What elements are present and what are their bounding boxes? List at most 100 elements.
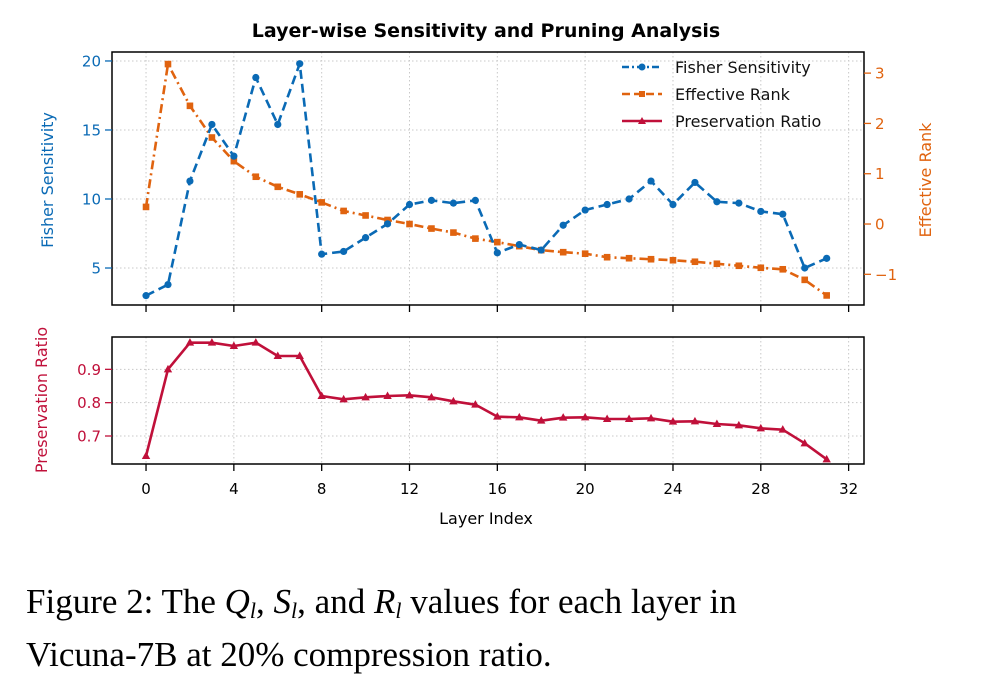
caption-sep-2: , and xyxy=(297,582,374,621)
bottom-panel-axes: 0 4 8 12 16 20 24 28 32 0.7 0.8 0.9 xyxy=(77,361,858,498)
caption-sep-1: , xyxy=(256,582,274,621)
legend-marker-triangle-icon xyxy=(638,117,646,124)
fisher-sensitivity-point xyxy=(823,254,831,262)
x-tick-label: 0 xyxy=(141,480,151,498)
preservation-ratio-point xyxy=(778,425,787,433)
caption-line-1-suffix: values for each layer in xyxy=(401,582,737,621)
fisher-sensitivity-point xyxy=(647,177,655,185)
effective-rank-point xyxy=(625,254,633,262)
chart-title: Layer-wise Sensitivity and Pruning Analy… xyxy=(252,20,721,42)
left-y-tick-label: 20 xyxy=(82,52,101,70)
effective-rank-point xyxy=(494,238,501,246)
preservation-ratio-line xyxy=(144,341,828,461)
preservation-ratio-point xyxy=(602,414,612,422)
right-y-tick-label: 0 xyxy=(875,216,885,234)
preservation-ratio-point xyxy=(339,394,348,403)
figure-caption: Figure 2: The Ql, Sl, and Rl values for … xyxy=(26,580,986,677)
right-y-tick-label: 1 xyxy=(875,165,885,183)
preservation-ratio-point xyxy=(734,420,744,429)
fisher-sensitivity-point xyxy=(493,249,501,257)
effective-rank-point xyxy=(318,199,325,206)
preservation-ratio-point xyxy=(580,412,590,421)
top-panel-axes: 5 10 15 20 −1 0 1 2 3 xyxy=(82,52,897,312)
preservation-ratio-point xyxy=(273,351,282,359)
preservation-ratio-point xyxy=(471,400,480,408)
effective-rank-point xyxy=(713,260,721,268)
legend-item-fisher: Fisher Sensitivity xyxy=(622,58,811,77)
effective-rank-point xyxy=(450,229,457,236)
bottom-panel-grid xyxy=(112,337,864,464)
fisher-sensitivity-point xyxy=(757,207,765,216)
preservation-ratio-point xyxy=(515,412,524,421)
preservation-ratio-point xyxy=(405,390,414,399)
effective-rank-point xyxy=(779,265,787,273)
caption-line-2: Vicuna-7B at 20% compression ratio. xyxy=(26,635,552,674)
effective-rank-point xyxy=(208,134,216,141)
effective-rank-point xyxy=(384,216,391,224)
x-axis-label: Layer Index xyxy=(439,509,533,528)
caption-s-subscript: l xyxy=(291,598,298,623)
effective-rank-point xyxy=(823,292,830,299)
effective-rank-point xyxy=(691,258,699,266)
preservation-ratio-point xyxy=(185,338,195,346)
fisher-sensitivity-point xyxy=(471,196,479,204)
preservation-ratio-point xyxy=(537,416,546,424)
fisher-sensitivity-point xyxy=(252,73,260,82)
caption-q-subscript: l xyxy=(249,598,257,623)
fisher-sensitivity-point xyxy=(405,200,414,209)
y-axis-label-left: Fisher Sensitivity xyxy=(38,112,57,248)
fisher-sensitivity-point xyxy=(515,240,523,249)
legend-marker-square-icon xyxy=(639,91,645,97)
preservation-ratio-point xyxy=(295,351,304,359)
effective-rank-point xyxy=(252,173,260,181)
legend-item-preservation: Preservation Ratio xyxy=(622,112,821,131)
x-tick-label: 12 xyxy=(400,480,419,498)
effective-rank-point xyxy=(669,256,677,264)
effective-rank-point xyxy=(581,250,589,257)
bottom-y-tick-label: 0.9 xyxy=(77,361,101,379)
fisher-sensitivity-point xyxy=(801,264,809,272)
left-y-tick-label: 15 xyxy=(82,121,101,139)
preservation-ratio-point xyxy=(449,396,458,405)
effective-rank-point xyxy=(472,235,479,242)
top-panel-frame xyxy=(111,51,865,306)
effective-rank-point xyxy=(340,207,347,215)
top-panel-series xyxy=(142,60,831,300)
preservation-ratio-point xyxy=(690,416,700,425)
effective-rank-point xyxy=(142,203,150,211)
caption-line-1: Figure 2: The Ql, Sl, and Rl values for … xyxy=(26,580,986,633)
preservation-ratio-point xyxy=(229,341,239,349)
y-axis-label-bottom: Preservation Ratio xyxy=(32,327,51,473)
effective-rank-point xyxy=(603,253,611,261)
effective-rank-point xyxy=(428,225,435,232)
legend-label-preservation: Preservation Ratio xyxy=(675,112,821,131)
preservation-ratio-point xyxy=(800,438,809,447)
fisher-sensitivity-point xyxy=(296,60,304,68)
fisher-sensitivity-point xyxy=(164,280,172,289)
legend-label-fisher: Fisher Sensitivity xyxy=(675,58,811,77)
bottom-y-tick-label: 0.8 xyxy=(77,394,101,412)
preservation-ratio-point xyxy=(756,423,766,432)
legend-item-effective-rank: Effective Rank xyxy=(622,85,791,104)
effective-rank-point xyxy=(757,264,765,272)
effective-rank-line xyxy=(144,62,828,297)
preservation-ratio-point xyxy=(493,412,502,420)
preservation-ratio-point xyxy=(251,338,261,346)
fisher-sensitivity-point xyxy=(625,195,633,203)
x-tick-label: 4 xyxy=(229,480,239,498)
fisher-sensitivity-point xyxy=(274,120,282,129)
fisher-sensitivity-point xyxy=(340,247,348,256)
preservation-ratio-point xyxy=(668,417,678,425)
preservation-ratio-point xyxy=(361,392,370,401)
preservation-ratio-point xyxy=(559,413,568,421)
fisher-sensitivity-point xyxy=(581,206,589,214)
preservation-ratio-point xyxy=(207,338,217,346)
fisher-sensitivity-point xyxy=(603,200,611,209)
effective-rank-point xyxy=(406,220,413,228)
x-tick-label: 28 xyxy=(751,480,770,498)
x-tick-label: 24 xyxy=(663,480,682,498)
x-tick-label: 8 xyxy=(317,480,327,498)
preservation-ratio-point xyxy=(427,392,436,401)
effective-rank-point xyxy=(274,183,282,191)
fisher-sensitivity-point xyxy=(537,246,545,254)
